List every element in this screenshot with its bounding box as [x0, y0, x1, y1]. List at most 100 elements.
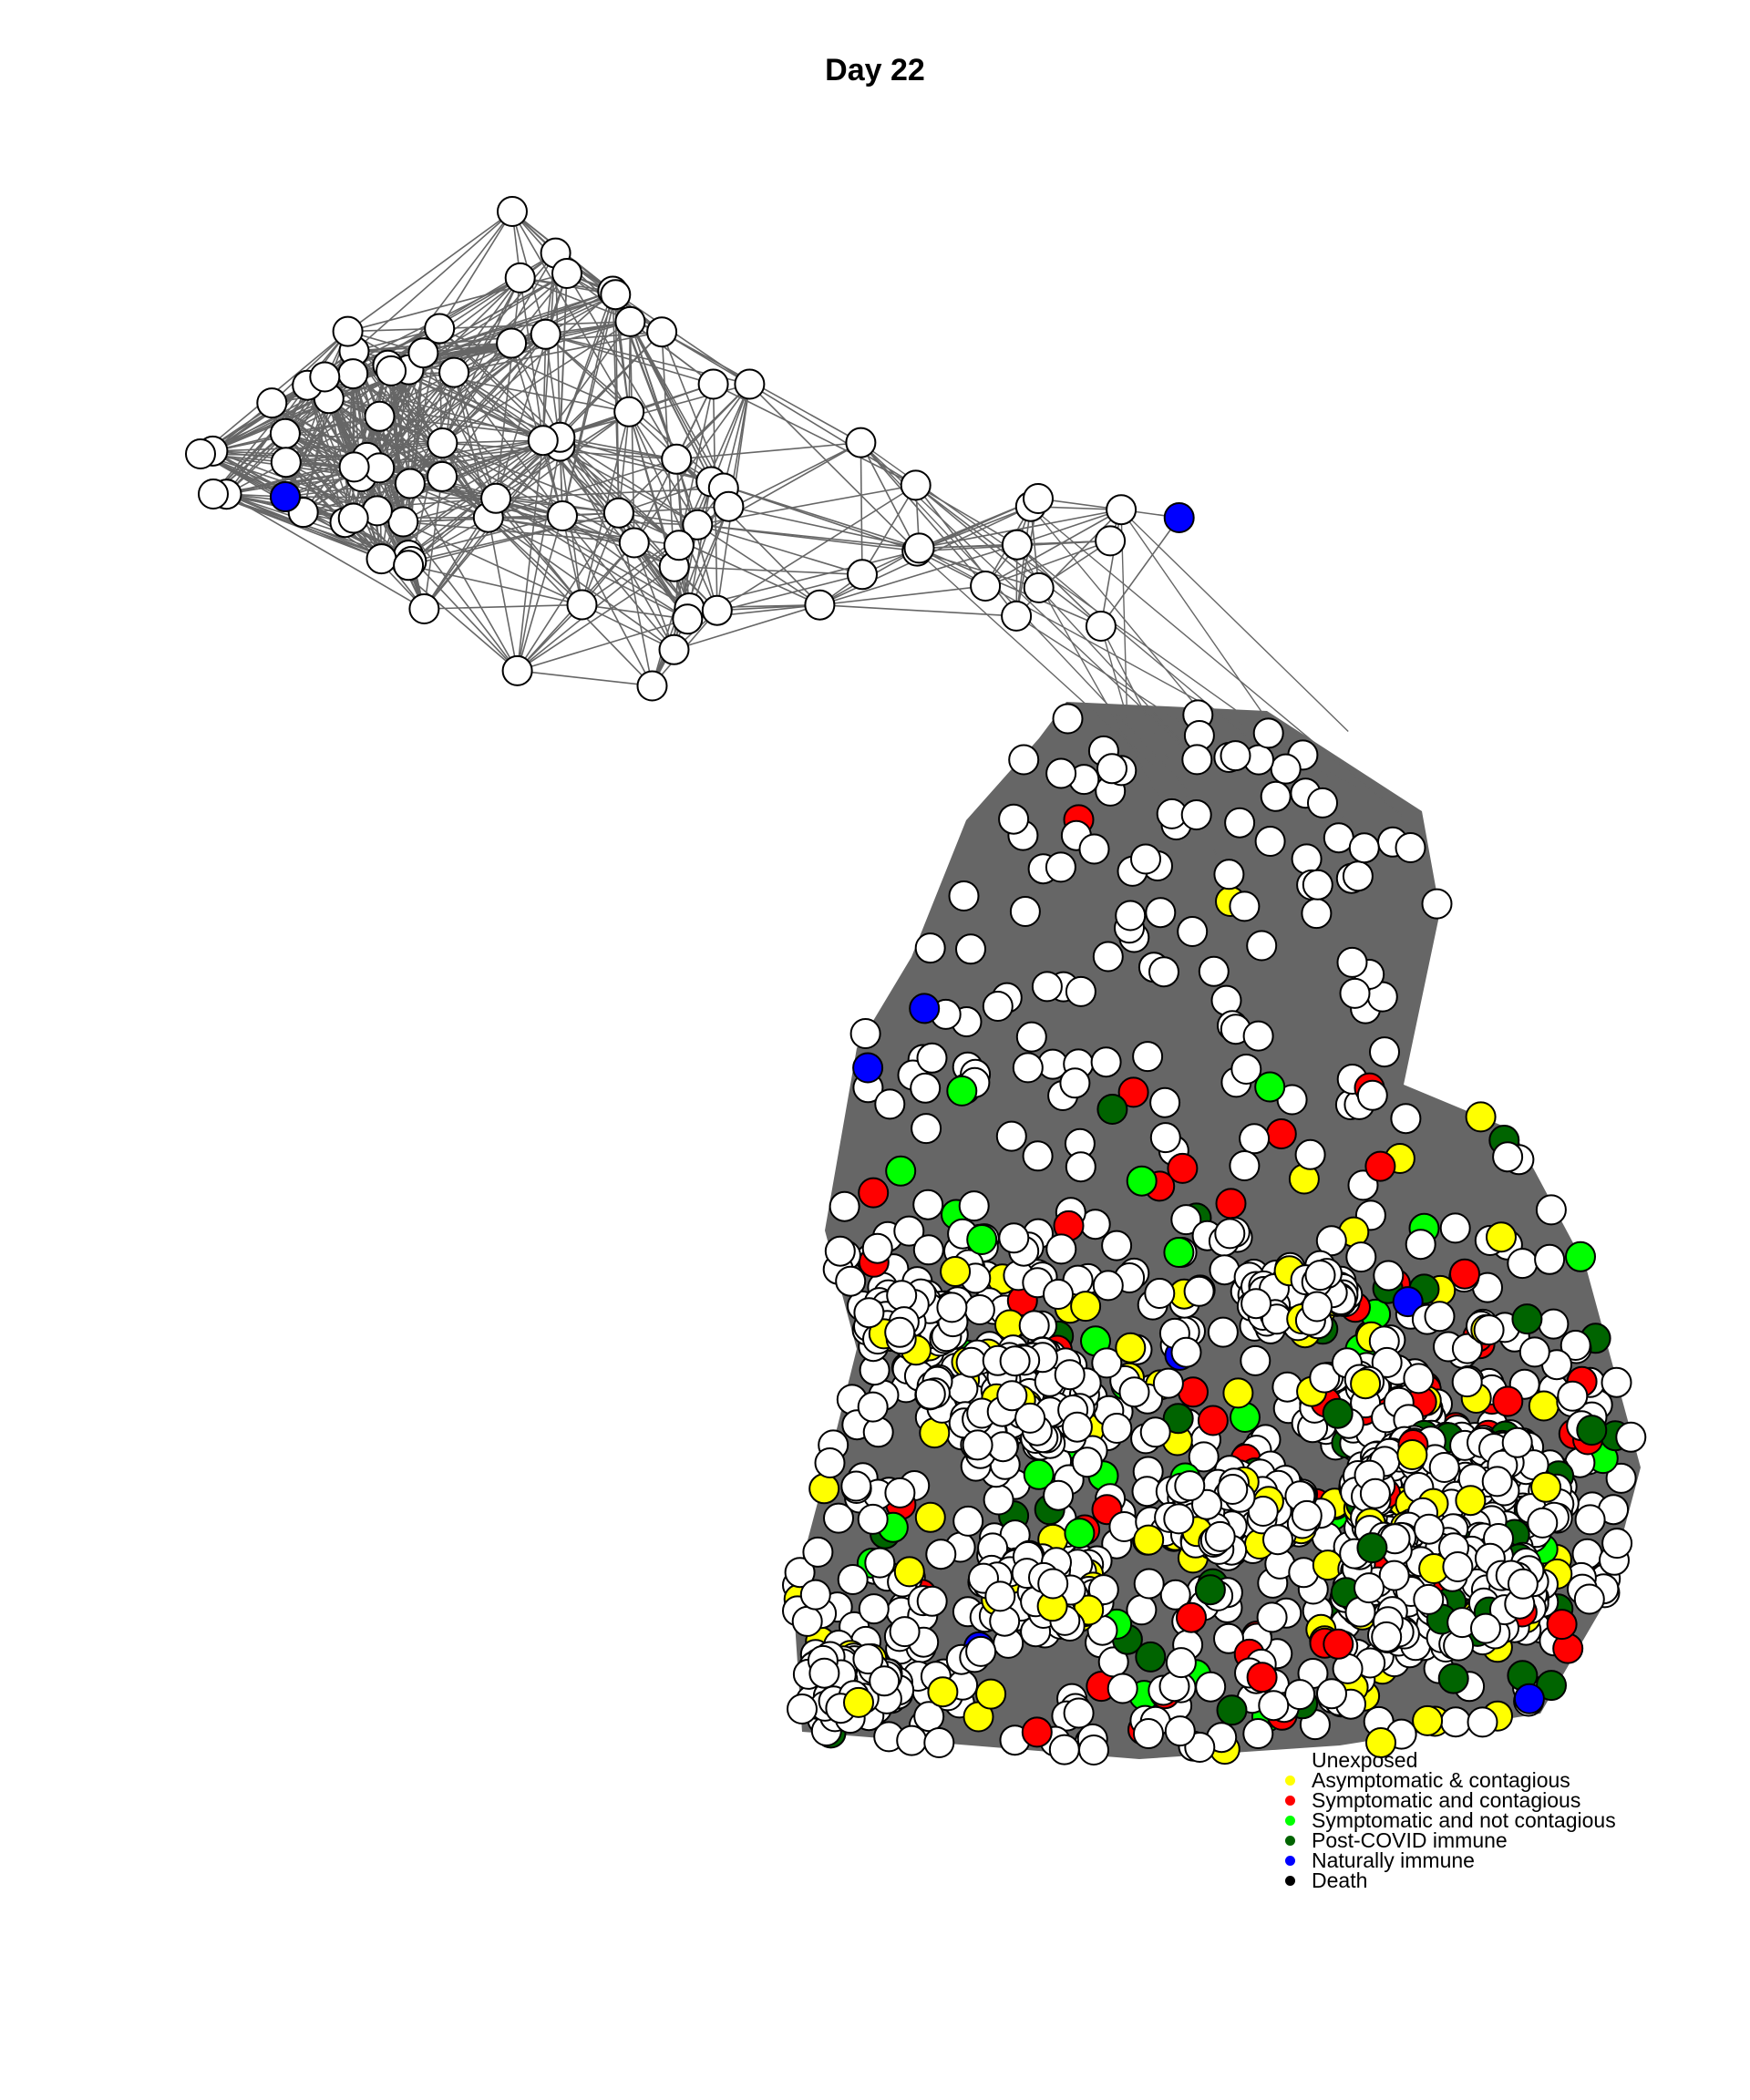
node	[914, 932, 946, 964]
legend: Unexposed Asymptomatic & contagious Symp…	[1285, 1750, 1616, 1891]
node	[1144, 1278, 1176, 1309]
edge	[710, 480, 920, 550]
edge	[723, 384, 751, 489]
node	[1163, 1503, 1195, 1535]
node	[998, 1222, 1030, 1254]
node	[925, 1539, 957, 1570]
node	[874, 1088, 906, 1120]
node	[387, 506, 419, 538]
node	[1045, 1233, 1077, 1265]
edge	[915, 484, 1018, 546]
edge	[919, 509, 1122, 550]
node	[927, 1676, 959, 1708]
legend-label: Post-COVID immune	[1312, 1828, 1508, 1852]
edge	[516, 440, 544, 671]
node	[1181, 744, 1213, 776]
node	[952, 1505, 984, 1537]
edge	[284, 433, 355, 520]
node	[713, 490, 745, 522]
edge	[633, 542, 675, 651]
node	[1037, 1568, 1069, 1600]
node	[1615, 1421, 1647, 1453]
node	[1518, 1336, 1550, 1368]
node	[1240, 1288, 1272, 1320]
node	[1421, 888, 1453, 920]
node	[808, 1473, 840, 1505]
node	[1262, 1524, 1293, 1556]
edge	[748, 383, 918, 552]
node	[1230, 1054, 1262, 1085]
node	[784, 1557, 816, 1589]
node	[672, 603, 704, 635]
node	[1180, 799, 1212, 830]
node	[424, 313, 456, 345]
node	[914, 1378, 946, 1410]
node	[1323, 1628, 1354, 1660]
node	[1565, 1240, 1596, 1272]
node	[1369, 1036, 1400, 1068]
node	[791, 1605, 823, 1637]
node	[1065, 975, 1096, 1007]
edge	[696, 524, 820, 606]
node	[1217, 1474, 1249, 1505]
node	[847, 559, 878, 591]
node	[1530, 1471, 1562, 1503]
node	[787, 1693, 818, 1724]
node	[1534, 1243, 1566, 1275]
node	[1605, 1462, 1637, 1494]
node	[1085, 611, 1117, 642]
node	[1092, 941, 1124, 973]
node	[1045, 757, 1077, 789]
node	[1163, 1237, 1195, 1268]
node	[955, 1346, 987, 1378]
node	[1291, 843, 1323, 875]
node	[1001, 529, 1033, 561]
node	[1256, 1601, 1288, 1633]
node	[1527, 1507, 1559, 1539]
node	[1339, 977, 1371, 1009]
node	[947, 1373, 979, 1405]
node	[1023, 483, 1054, 514]
legend-dot-post-covid-immune	[1285, 1835, 1295, 1846]
node	[1304, 1260, 1336, 1292]
edge	[1016, 544, 1102, 627]
node	[1210, 984, 1242, 1016]
node	[547, 500, 578, 531]
edge	[915, 484, 1040, 589]
node	[862, 1416, 894, 1448]
edge	[376, 372, 455, 511]
node	[1451, 1333, 1483, 1364]
legend-item-asymptomatic: Asymptomatic & contagious	[1285, 1770, 1616, 1791]
node	[923, 1727, 955, 1758]
node	[1265, 1118, 1297, 1149]
node	[1601, 1366, 1632, 1398]
edge	[441, 442, 583, 606]
node	[1101, 1413, 1133, 1444]
edge	[453, 372, 497, 499]
node	[1130, 843, 1161, 875]
node	[408, 593, 440, 624]
edge	[542, 439, 688, 620]
node	[613, 396, 645, 427]
node	[840, 1470, 872, 1502]
edge	[819, 543, 1018, 606]
edge	[423, 293, 616, 354]
node	[995, 1120, 1027, 1152]
node	[407, 337, 439, 369]
node	[1188, 1441, 1220, 1473]
edge	[560, 445, 712, 483]
node	[309, 361, 341, 393]
edge	[559, 437, 680, 546]
node	[1135, 1641, 1167, 1673]
edge	[661, 331, 725, 489]
node	[1465, 1101, 1497, 1133]
node	[1229, 890, 1261, 922]
node	[1486, 1221, 1517, 1253]
node	[857, 1391, 889, 1423]
edge	[402, 521, 519, 672]
node	[1165, 1647, 1197, 1679]
edge	[618, 411, 631, 513]
edge	[560, 437, 712, 483]
edge	[495, 273, 568, 499]
node	[1164, 1715, 1196, 1747]
